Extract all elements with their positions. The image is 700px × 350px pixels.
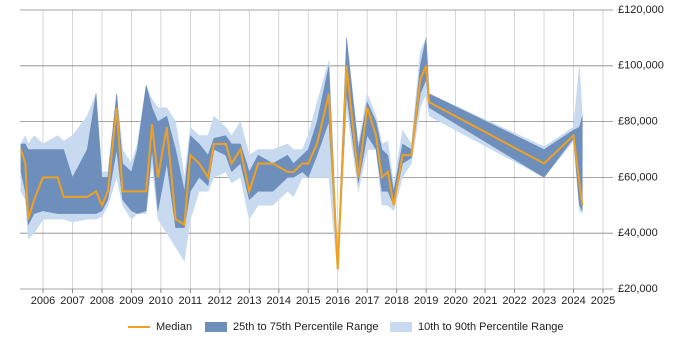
x-tick-label: 2009 [119,295,143,307]
x-tick-label: 2021 [473,295,497,307]
x-tick-label: 2018 [384,295,408,307]
legend-swatch [205,322,227,332]
x-tick-label: 2022 [502,295,526,307]
percentile-band [20,37,583,270]
x-tick-label: 2016 [325,295,349,307]
y-tick-label: £40,000 [618,227,658,239]
legend-label: 25th to 75th Percentile Range [233,321,379,333]
x-tick-label: 2015 [296,295,320,307]
y-tick-label: £120,000 [618,4,664,16]
x-tick-label: 2020 [443,295,467,307]
legend-label: 10th to 90th Percentile Range [418,321,564,333]
x-tick-label: 2006 [31,295,55,307]
x-tick-label: 2008 [90,295,114,307]
legend-label: Median [156,321,192,333]
median-line [19,65,584,270]
x-tick-label: 2012 [208,295,232,307]
x-tick-label: 2019 [414,295,438,307]
y-tick-label: £20,000 [618,283,658,295]
y-tick-label: £100,000 [618,60,664,72]
x-tick-label: 2010 [149,295,173,307]
y-tick-label: £80,000 [618,116,658,128]
x-tick-label: 2007 [60,295,84,307]
x-tick-label: 2023 [532,295,556,307]
x-tick-label: 2011 [179,295,203,307]
x-tick-label: 2024 [561,295,585,307]
y-tick-label: £60,000 [618,171,658,183]
x-tick-label: 2025 [591,295,615,307]
legend-swatch [390,322,412,332]
x-tick-label: 2014 [267,295,291,307]
x-tick-label: 2017 [355,295,379,307]
x-tick-label: 2013 [237,295,261,307]
